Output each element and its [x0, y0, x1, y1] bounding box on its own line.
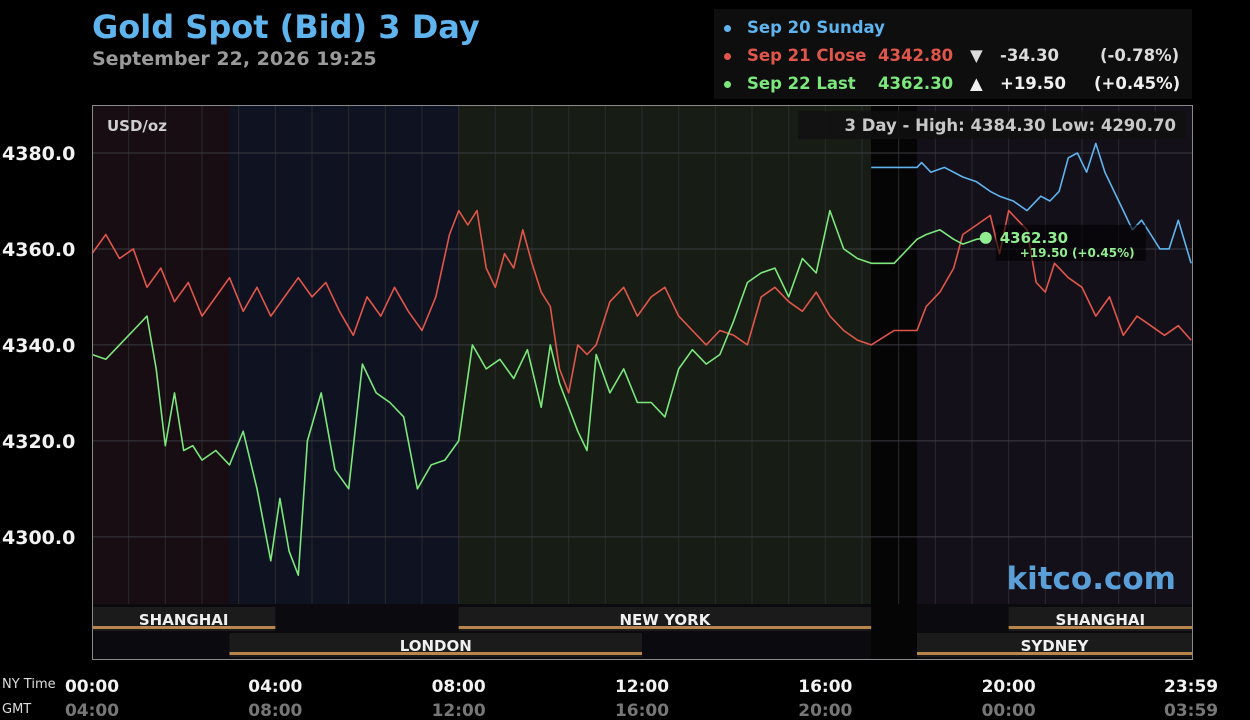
sydney-session-shade [917, 105, 1192, 604]
plot-border [92, 105, 1193, 660]
range-text: 3 Day - High: 4384.30 Low: 4290.70 [845, 116, 1177, 135]
session-label: SHANGHAI [139, 611, 229, 629]
legend-percent: (-0.78%) [1100, 46, 1180, 65]
legend-percent: (+0.45%) [1094, 74, 1181, 93]
x-tick-label-gmt: 12:00 [432, 701, 486, 720]
y-tick-label: 4300.0 [2, 527, 75, 549]
session-label: SHANGHAI [1056, 611, 1146, 629]
legend-row-sep22: Sep 22 Last 4362.30 ▲ +19.50 (+0.45%) [714, 74, 1192, 98]
asia-session-shade [92, 105, 230, 604]
current-change-label: +19.50 (+0.45%) [1020, 246, 1135, 260]
x-tick-label-gmt: 20:00 [798, 701, 852, 720]
up-arrow-icon: ▲ [970, 74, 983, 93]
x-tick-label-gmt: 04:00 [65, 701, 119, 720]
x-tick-label-ny: 23:59 [1164, 677, 1218, 697]
unit-label: USD/oz [107, 117, 167, 135]
ny-time-axis-name: NY Time [2, 677, 56, 692]
series-line-2 [91, 209, 1192, 394]
x-tick-label-ny: 00:00 [65, 677, 119, 697]
y-tick-label: 4320.0 [2, 431, 75, 453]
session-bar [917, 652, 1192, 655]
x-tick-label-gmt: 08:00 [248, 701, 302, 720]
legend-change: +19.50 [1000, 74, 1067, 93]
legend-row-sep20: Sep 20 Sunday [714, 18, 1192, 42]
x-tick-label-ny: 20:00 [982, 677, 1036, 697]
legend-dot-icon [724, 81, 731, 88]
london-session-shade [229, 105, 459, 604]
down-arrow-icon: ▼ [970, 46, 983, 65]
market-closed-shade [871, 105, 917, 659]
legend-label: Sep 22 Last [747, 74, 856, 93]
session-label: NEW YORK [620, 611, 712, 629]
newyork-session-shade [458, 105, 872, 604]
y-tick-label: 4360.0 [2, 239, 75, 261]
legend-dot-icon [724, 53, 731, 60]
kitco-logo: kitco.com [1007, 561, 1177, 597]
chart-date: September 22, 2026 19:25 [92, 48, 377, 70]
x-tick-label-gmt: 03:59 [1164, 701, 1218, 720]
session-label: SYDNEY [1021, 637, 1090, 655]
x-tick-label-gmt: 00:00 [982, 701, 1036, 720]
legend-dot-icon [724, 25, 731, 32]
price-callout-box [995, 224, 1146, 261]
y-tick-label: 4340.0 [2, 335, 75, 357]
series-line-3 [91, 209, 986, 577]
legend-row-sep21: Sep 21 Close 4342.80 ▼ -34.30 (-0.78%) [714, 46, 1192, 70]
chart-title: Gold Spot (Bid) 3 Day [92, 8, 480, 46]
legend-label: Sep 20 Sunday [747, 18, 885, 37]
legend-change: -34.30 [1000, 46, 1060, 65]
current-price-label: 4362.30 [1000, 229, 1068, 247]
session-bar [458, 626, 872, 629]
gmt-axis-name: GMT [2, 702, 31, 717]
x-tick-label-ny: 08:00 [432, 677, 486, 697]
legend-price: 4362.30 [878, 74, 954, 93]
x-tick-label-ny: 04:00 [248, 677, 302, 697]
legend-price: 4342.80 [878, 46, 954, 65]
range-box [798, 111, 1186, 139]
x-tick-label-ny: 16:00 [798, 677, 852, 697]
legend-label: Sep 21 Close [747, 46, 867, 65]
session-bar [92, 626, 276, 629]
session-bar [229, 652, 642, 655]
session-bar [1008, 626, 1192, 629]
y-tick-label: 4380.0 [2, 143, 75, 165]
current-price-dot [979, 231, 992, 244]
session-label: LONDON [400, 637, 472, 655]
x-tick-label-ny: 12:00 [615, 677, 669, 697]
legend: Sep 20 Sunday Sep 21 Close 4342.80 ▼ -34… [714, 9, 1192, 99]
x-tick-label-gmt: 16:00 [615, 701, 669, 720]
